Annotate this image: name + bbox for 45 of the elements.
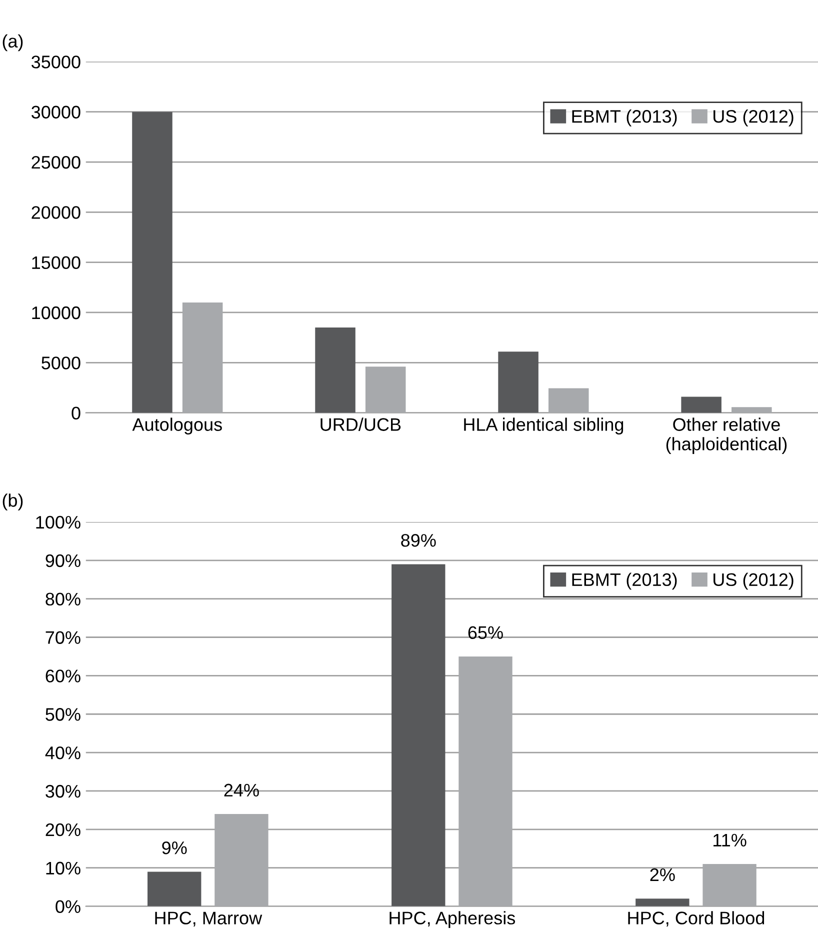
data-label: 9% [162, 841, 187, 854]
y-tick-label: 30% [46, 784, 80, 798]
x-tick-label: Autologous [132, 418, 222, 435]
bar [315, 328, 356, 413]
legend-label: EBMT (2013) [572, 572, 677, 590]
y-tick-label: 15000 [32, 256, 80, 270]
y-tick-label: 100% [36, 516, 80, 529]
y-tick-label: 40% [45, 746, 80, 760]
y-tick-label: 30000 [32, 106, 80, 119]
y-tick-label: 25000 [32, 156, 80, 169]
x-tick-label: URD/UCB [320, 418, 401, 431]
chart-title: (a) [2, 34, 23, 52]
y-tick-label: 70% [46, 631, 80, 644]
bar [392, 564, 446, 906]
bar [498, 352, 538, 413]
data-label: 65% [468, 626, 503, 640]
data-label: 24% [224, 784, 259, 797]
legend-label: EBMT (2013) [572, 110, 677, 126]
y-tick-label: 0 [72, 406, 80, 420]
chart-title: (b) [2, 494, 23, 510]
y-tick-label: 20% [46, 823, 80, 836]
data-label: 11% [714, 834, 746, 846]
bar [148, 872, 202, 906]
x-tick-label: HLA identical sibling [464, 418, 624, 435]
y-tick-label: 20000 [32, 206, 80, 219]
bar [681, 396, 722, 413]
x-tick-label: HPC, Marrow [155, 912, 262, 927]
y-tick-label: 50% [46, 708, 80, 721]
legend-label: US (2012) [714, 572, 794, 590]
y-tick-label: 90% [46, 554, 80, 568]
x-tick-label: Other relative (haploidentical) [666, 418, 787, 454]
y-tick-label: 80% [46, 592, 80, 606]
y-tick-label: 10000 [32, 306, 80, 320]
y-tick-label: 60% [46, 670, 80, 682]
legend-label: US (2012) [714, 110, 794, 126]
y-tick-label: 5000 [42, 356, 80, 370]
bar [132, 112, 172, 413]
y-tick-label: 0% [56, 900, 80, 914]
data-label: 89% [401, 534, 436, 547]
y-tick-label: 10% [46, 862, 80, 875]
data-label: 2% [650, 868, 675, 882]
x-tick-label: HPC, Apheresis [390, 911, 516, 928]
x-tick-label: HPC, Cord Blood [628, 911, 764, 927]
bar [636, 898, 690, 906]
y-tick-label: 35000 [32, 56, 80, 68]
